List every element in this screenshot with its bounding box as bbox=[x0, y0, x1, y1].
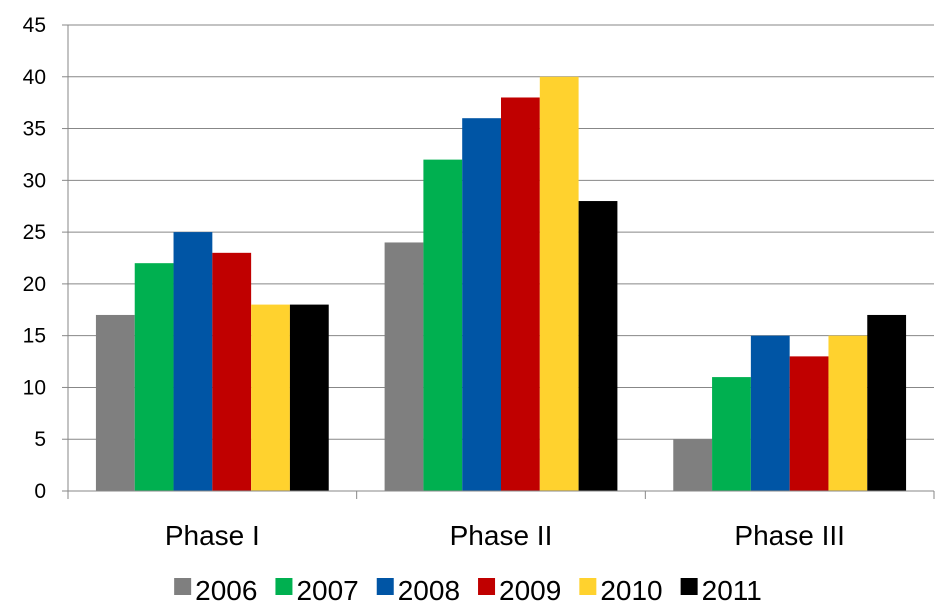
y-tick-label: 10 bbox=[23, 376, 46, 399]
bar-2006-phase-ii bbox=[384, 242, 424, 491]
y-tick-label: 15 bbox=[23, 325, 46, 348]
x-category-label: Phase III bbox=[734, 520, 845, 551]
bar-2008-phase-ii bbox=[462, 118, 501, 491]
legend-swatch-2008 bbox=[376, 578, 394, 595]
bar-2011-phase-iii bbox=[867, 314, 907, 491]
x-category-label: Phase I bbox=[165, 520, 260, 551]
legend-label-2006: 2006 bbox=[195, 575, 257, 606]
legend-label-2008: 2008 bbox=[398, 575, 460, 606]
bar-2008-phase-i bbox=[173, 232, 213, 491]
y-tick-label: 40 bbox=[23, 66, 46, 89]
bar-2008-phase-iii bbox=[750, 335, 790, 491]
y-tick-label: 25 bbox=[23, 221, 46, 244]
y-tick-label: 30 bbox=[23, 169, 46, 192]
legend-label-2011: 2011 bbox=[702, 575, 762, 606]
y-tick-label: 35 bbox=[23, 118, 46, 141]
legend-swatch-2009 bbox=[478, 578, 496, 595]
y-tick-label: 45 bbox=[23, 14, 46, 37]
legend-swatch-2011 bbox=[680, 578, 698, 595]
x-category-label: Phase II bbox=[450, 520, 553, 551]
bar-2011-phase-ii bbox=[578, 201, 618, 492]
legend-swatch-2007 bbox=[275, 578, 293, 595]
bar-2009-phase-iii bbox=[789, 356, 829, 491]
y-tick-label: 0 bbox=[34, 480, 46, 503]
bar-2010-phase-iii bbox=[828, 335, 868, 491]
x-axis-categories: Phase I Phase II Phase III bbox=[165, 520, 845, 551]
bar-2006-phase-iii bbox=[673, 439, 713, 491]
legend-label-2010: 2010 bbox=[600, 575, 662, 606]
bar-2010-phase-ii bbox=[539, 76, 579, 492]
bar-2007-phase-i bbox=[134, 263, 174, 491]
bar-2006-phase-i bbox=[95, 314, 135, 491]
bar-2009-phase-ii bbox=[501, 97, 540, 491]
bar-2010-phase-i bbox=[251, 304, 290, 491]
legend: 2006 2007 2008 2009 2010 2011 bbox=[174, 575, 762, 606]
legend-swatch-2006 bbox=[174, 578, 192, 595]
axes bbox=[67, 25, 935, 499]
bar-2007-phase-ii bbox=[423, 159, 463, 491]
bars bbox=[95, 76, 907, 492]
y-tick-label: 20 bbox=[23, 273, 46, 296]
legend-label-2007: 2007 bbox=[296, 575, 358, 606]
bar-2009-phase-i bbox=[212, 252, 252, 491]
legend-label-2009: 2009 bbox=[499, 575, 561, 606]
legend-swatch-2010 bbox=[579, 578, 597, 595]
y-tick-label: 5 bbox=[34, 428, 46, 451]
y-axis-ticks: 0 5 10 15 20 25 30 35 40 45 bbox=[23, 14, 68, 503]
bar-2011-phase-i bbox=[289, 304, 329, 491]
bar-2007-phase-iii bbox=[712, 377, 751, 491]
